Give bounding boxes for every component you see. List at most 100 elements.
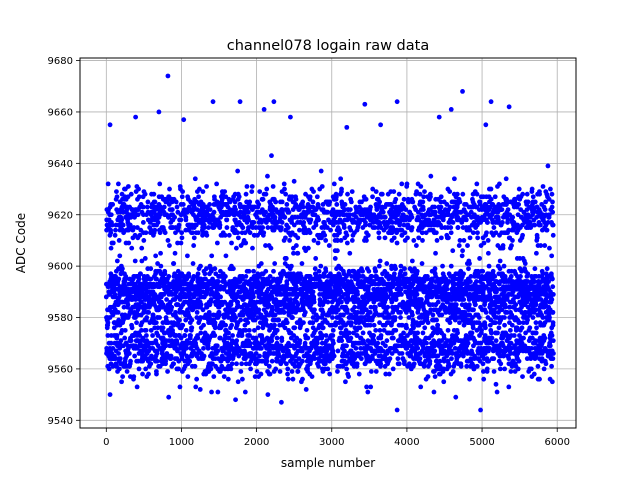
data-point <box>148 266 154 272</box>
data-point <box>222 189 228 195</box>
data-point <box>172 214 178 220</box>
data-point <box>305 245 311 251</box>
data-point <box>308 217 314 223</box>
data-point <box>140 358 146 364</box>
data-point <box>108 245 114 251</box>
data-point <box>233 315 239 320</box>
data-point <box>119 217 125 223</box>
data-point <box>353 345 359 351</box>
data-point <box>255 325 261 331</box>
data-point <box>419 261 425 266</box>
data-point <box>269 153 274 159</box>
data-point <box>331 181 337 187</box>
data-point <box>148 327 154 333</box>
data-point <box>222 232 228 238</box>
data-point <box>235 235 241 241</box>
data-point <box>450 220 456 225</box>
data-point <box>189 317 195 323</box>
data-point <box>461 271 466 277</box>
data-point <box>466 302 472 308</box>
data-point <box>346 374 351 380</box>
data-point <box>399 291 404 297</box>
data-point <box>469 330 475 336</box>
data-point <box>285 366 291 372</box>
data-point <box>116 351 121 356</box>
data-point <box>257 353 262 359</box>
data-point <box>447 320 453 326</box>
data-point <box>418 184 424 189</box>
data-point <box>375 340 381 346</box>
data-point <box>246 268 252 274</box>
data-point <box>138 271 143 277</box>
data-point <box>176 366 182 372</box>
data-point <box>307 194 313 200</box>
data-point <box>109 222 115 228</box>
data-point <box>327 371 333 377</box>
data-point <box>114 258 120 264</box>
data-point <box>316 217 321 223</box>
data-point <box>264 186 270 192</box>
data-point <box>247 340 253 346</box>
data-point <box>344 307 350 313</box>
data-point <box>393 327 399 333</box>
data-point <box>311 238 317 243</box>
data-point <box>273 199 279 205</box>
data-point <box>290 376 296 382</box>
data-point <box>154 371 159 377</box>
data-point <box>474 363 480 369</box>
data-point <box>117 253 123 259</box>
data-point <box>235 230 241 236</box>
data-point <box>377 199 383 205</box>
data-point <box>399 351 405 356</box>
data-point <box>352 304 357 310</box>
data-point <box>331 353 337 359</box>
data-point <box>349 238 355 243</box>
data-point <box>212 320 218 326</box>
data-point <box>224 217 230 223</box>
data-point <box>300 376 305 382</box>
data-point <box>208 268 214 274</box>
data-point <box>216 279 221 284</box>
data-point <box>444 286 450 292</box>
data-point <box>430 312 436 318</box>
data-point <box>154 358 160 364</box>
data-point <box>364 384 369 390</box>
data-point <box>174 294 179 300</box>
data-point <box>343 379 348 385</box>
data-point <box>461 297 467 302</box>
data-point <box>108 340 114 346</box>
data-point <box>465 243 470 248</box>
data-point <box>402 266 407 272</box>
data-point <box>334 202 340 207</box>
data-point <box>254 369 260 374</box>
data-point <box>475 230 480 236</box>
data-point <box>180 322 186 328</box>
data-point <box>470 230 476 236</box>
data-point <box>459 253 465 259</box>
data-point <box>323 238 329 243</box>
data-point <box>106 366 112 372</box>
data-point <box>420 238 425 243</box>
data-point <box>415 330 421 336</box>
data-point <box>136 276 142 282</box>
data-point <box>455 330 460 336</box>
data-point <box>246 327 252 333</box>
data-point <box>215 348 221 354</box>
data-point <box>283 361 289 367</box>
data-point <box>142 256 148 261</box>
data-point <box>250 245 255 251</box>
data-point <box>265 173 270 179</box>
data-point <box>432 209 438 215</box>
data-point <box>160 325 166 331</box>
data-point <box>160 335 166 341</box>
data-point <box>420 199 426 205</box>
data-point <box>218 294 223 300</box>
data-point <box>240 376 245 382</box>
data-point <box>229 361 235 367</box>
data-point <box>235 168 241 174</box>
data-point <box>339 186 344 192</box>
data-point <box>174 204 180 210</box>
data-point <box>401 196 407 202</box>
data-point <box>226 335 232 341</box>
data-point <box>432 204 437 210</box>
